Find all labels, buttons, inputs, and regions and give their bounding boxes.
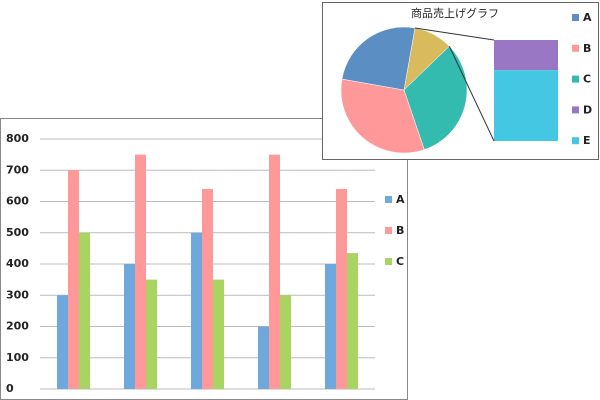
bar: [213, 279, 224, 389]
y-tick-label: 600: [6, 195, 29, 208]
chart-title: 商品売上げグラフ: [411, 6, 499, 20]
y-tick-label: 800: [6, 132, 29, 145]
bar: [202, 189, 213, 389]
y-tick-label: 400: [6, 257, 29, 270]
bar: [79, 232, 90, 389]
legend-label: B: [396, 224, 404, 237]
y-tick-label: 500: [6, 226, 29, 239]
legend-marker: [385, 196, 392, 203]
bar: [258, 326, 269, 389]
bar: [57, 295, 68, 389]
legend-marker: [385, 258, 392, 265]
bar: [191, 232, 202, 389]
legend-marker: [572, 106, 579, 114]
legend-marker: [572, 14, 579, 21]
legend-label: C: [583, 73, 591, 86]
bar: [325, 264, 336, 389]
legend-marker: [385, 227, 392, 234]
legend-marker: [572, 75, 579, 83]
y-tick-label: 700: [6, 163, 29, 176]
connector: [448, 46, 495, 142]
y-tick-label: 0: [6, 382, 14, 395]
bar: [124, 264, 135, 389]
bar: [146, 279, 157, 389]
bar-chart: 0 100 200 300 400 500 600 700 800 A B C: [6, 132, 405, 395]
legend-label: E: [583, 134, 591, 147]
secondary-bar: [494, 70, 558, 141]
pie-slice: [341, 26, 416, 91]
pie-slice: [340, 78, 425, 154]
legend-marker: [572, 44, 579, 52]
legend-label: B: [583, 42, 591, 55]
connector: [414, 27, 495, 41]
bar: [68, 170, 79, 389]
pie-slice: [403, 45, 468, 150]
legend-label: C: [396, 255, 404, 268]
bar: [280, 295, 291, 389]
bar: [269, 154, 280, 389]
legend-label: A: [583, 11, 592, 24]
legend-label: D: [583, 103, 592, 116]
y-tick-label: 200: [6, 320, 29, 333]
legend-marker: [572, 137, 579, 145]
y-tick-label: 100: [6, 351, 29, 364]
bar: [347, 253, 358, 389]
pie-chart: 商品売上げグラフ A B C D E: [340, 6, 592, 154]
bar: [135, 154, 146, 389]
bar: [336, 189, 347, 389]
legend-label: A: [396, 193, 405, 206]
y-tick-label: 300: [6, 288, 29, 301]
secondary-bar: [494, 40, 558, 71]
